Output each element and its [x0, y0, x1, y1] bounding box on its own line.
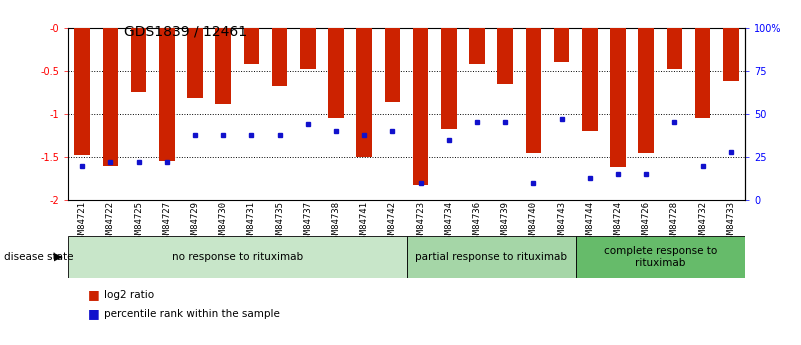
- Bar: [131, 28, 147, 92]
- Text: ■: ■: [88, 307, 100, 321]
- Text: percentile rank within the sample: percentile rank within the sample: [104, 309, 280, 319]
- Bar: [695, 28, 710, 118]
- Bar: [723, 28, 739, 81]
- Bar: [666, 28, 682, 69]
- Bar: [244, 28, 260, 64]
- Bar: [582, 28, 598, 131]
- Bar: [187, 28, 203, 98]
- Bar: [215, 28, 231, 104]
- Bar: [553, 28, 570, 62]
- Bar: [576, 236, 745, 278]
- Bar: [497, 28, 513, 84]
- Bar: [384, 28, 400, 102]
- Bar: [300, 28, 316, 69]
- Text: partial response to rituximab: partial response to rituximab: [415, 252, 567, 262]
- Bar: [406, 236, 576, 278]
- Text: GDS1839 / 12461: GDS1839 / 12461: [124, 24, 248, 38]
- Bar: [68, 236, 406, 278]
- Text: ■: ■: [88, 288, 100, 302]
- Bar: [469, 28, 485, 64]
- Bar: [328, 28, 344, 118]
- Bar: [638, 28, 654, 152]
- Text: log2 ratio: log2 ratio: [104, 290, 155, 300]
- Bar: [356, 28, 372, 157]
- Bar: [103, 28, 118, 166]
- Bar: [413, 28, 429, 185]
- Bar: [159, 28, 175, 161]
- Bar: [74, 28, 90, 155]
- Bar: [441, 28, 457, 129]
- Text: complete response to
rituximab: complete response to rituximab: [604, 246, 717, 268]
- Text: disease state: disease state: [4, 252, 74, 262]
- Text: no response to rituximab: no response to rituximab: [171, 252, 303, 262]
- Text: ▶: ▶: [54, 252, 62, 262]
- Bar: [610, 28, 626, 167]
- Bar: [525, 28, 541, 152]
- Bar: [272, 28, 288, 86]
